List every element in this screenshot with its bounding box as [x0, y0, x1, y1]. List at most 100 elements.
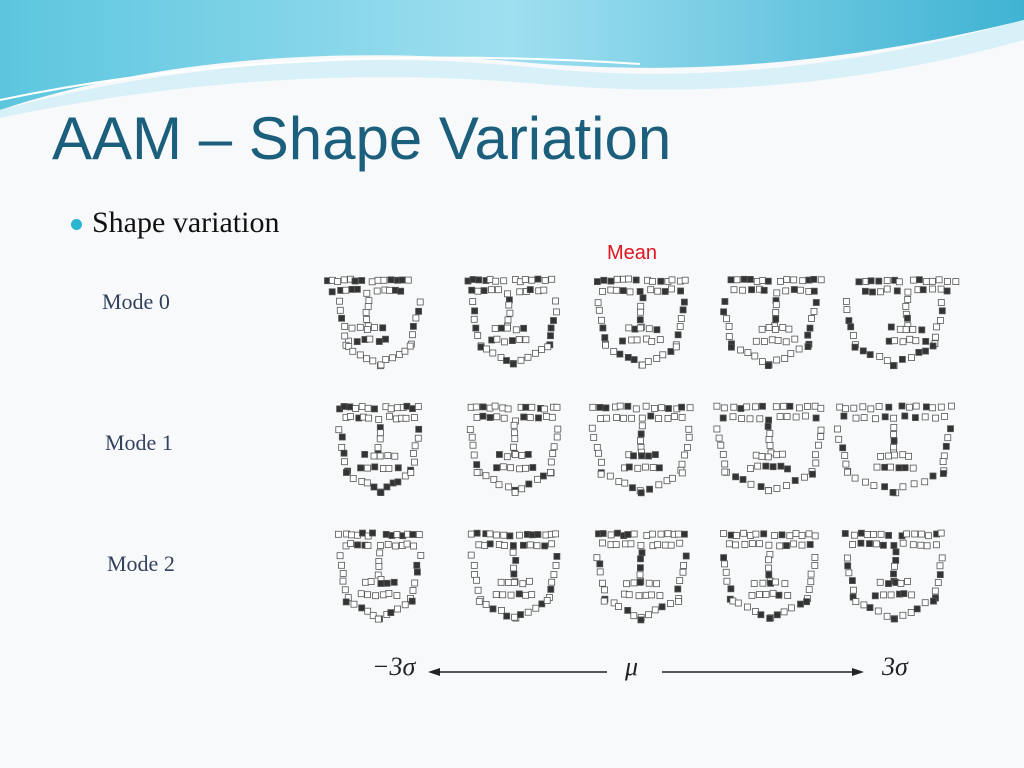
- shape-point: [512, 326, 520, 334]
- shape-point: [392, 542, 399, 550]
- shape-point: [522, 591, 530, 599]
- shape-point: [389, 354, 396, 362]
- shape-point: [778, 531, 786, 539]
- shape-point: [370, 452, 378, 460]
- shape-point: [510, 421, 518, 429]
- shape-point: [390, 578, 398, 586]
- axis-center-label: μ: [625, 652, 639, 681]
- shape-point: [642, 591, 650, 599]
- shape-point: [883, 357, 891, 365]
- shape-point: [940, 470, 947, 477]
- shape-point: [533, 542, 541, 550]
- shape-point: [925, 532, 932, 540]
- shape-point: [375, 563, 383, 570]
- shape-point: [773, 289, 781, 297]
- shape-point: [790, 540, 797, 548]
- shape-point: [667, 600, 674, 607]
- shape-point: [644, 357, 652, 365]
- shape-point: [744, 603, 751, 611]
- shape-point: [401, 601, 409, 609]
- shape-point: [503, 453, 511, 461]
- shape-point: [413, 568, 421, 576]
- shape-point: [553, 403, 561, 411]
- shape-point: [473, 529, 481, 537]
- shape-point: [932, 333, 939, 341]
- shape-point: [774, 337, 782, 344]
- shape-point: [629, 484, 636, 492]
- shape-point: [937, 299, 945, 306]
- shape-point: [529, 464, 537, 471]
- shape-point: [720, 308, 727, 316]
- shape-point: [759, 277, 767, 285]
- shape-point: [613, 414, 620, 422]
- shape-point: [472, 403, 480, 411]
- shape-point: [590, 434, 598, 441]
- shape-point: [783, 276, 791, 284]
- shape-point: [635, 592, 643, 600]
- shape-point: [624, 353, 632, 361]
- shape-point: [491, 325, 499, 333]
- shape-point: [553, 553, 561, 560]
- shape-point: [525, 480, 533, 488]
- shape-point: [638, 452, 645, 460]
- shape-point: [756, 591, 763, 598]
- shape-point: [852, 598, 860, 605]
- shape-point: [402, 414, 410, 422]
- shape-point: [544, 343, 552, 351]
- shape-point: [737, 405, 745, 412]
- shape-point: [768, 336, 776, 344]
- shape-point: [870, 531, 877, 538]
- shape-point: [376, 542, 384, 549]
- shape-point: [628, 336, 635, 344]
- shape-point: [771, 532, 778, 539]
- shape-point: [362, 308, 370, 316]
- shape-point: [394, 605, 401, 613]
- shape-point: [512, 557, 520, 564]
- shape-point: [607, 286, 615, 294]
- shape-point: [382, 356, 390, 364]
- shape-point: [772, 578, 779, 586]
- shape-point: [511, 435, 519, 443]
- shape-point: [549, 450, 557, 458]
- shape-point: [807, 570, 815, 578]
- shape-point: [671, 413, 678, 421]
- shape-point: [359, 529, 366, 537]
- shape-point: [624, 531, 632, 538]
- shape-point: [859, 347, 867, 355]
- shape-point: [603, 414, 610, 422]
- shape-point: [393, 404, 401, 412]
- shape-point: [933, 323, 940, 331]
- shape-point: [674, 331, 682, 339]
- shape-point: [847, 323, 855, 331]
- shape-point: [372, 592, 380, 600]
- shape-point: [596, 568, 604, 576]
- shape-point: [628, 414, 635, 422]
- shape-point: [890, 431, 897, 438]
- shape-point: [757, 611, 765, 619]
- shape-point: [612, 541, 620, 548]
- shape-point: [713, 425, 721, 433]
- shape-point: [885, 403, 893, 411]
- shape-point: [932, 414, 939, 422]
- shape-point: [610, 599, 618, 607]
- shape-point: [740, 529, 747, 537]
- shape-point: [944, 278, 951, 285]
- shape-point: [805, 530, 813, 538]
- shape-point: [773, 356, 781, 364]
- shape-point: [535, 414, 542, 422]
- shape-point: [781, 580, 789, 587]
- shape-point: [645, 611, 652, 619]
- shape-point: [342, 598, 350, 606]
- shape-point: [376, 435, 384, 443]
- shape-point: [492, 277, 500, 285]
- shape-point: [909, 464, 917, 472]
- shape-point: [637, 308, 644, 316]
- shape-point: [632, 276, 640, 284]
- shape-point: [639, 294, 647, 302]
- shape-point: [893, 287, 901, 295]
- shape-point: [350, 600, 358, 608]
- shape-point: [840, 412, 848, 420]
- shape-point: [782, 287, 790, 295]
- shape-point: [764, 423, 772, 430]
